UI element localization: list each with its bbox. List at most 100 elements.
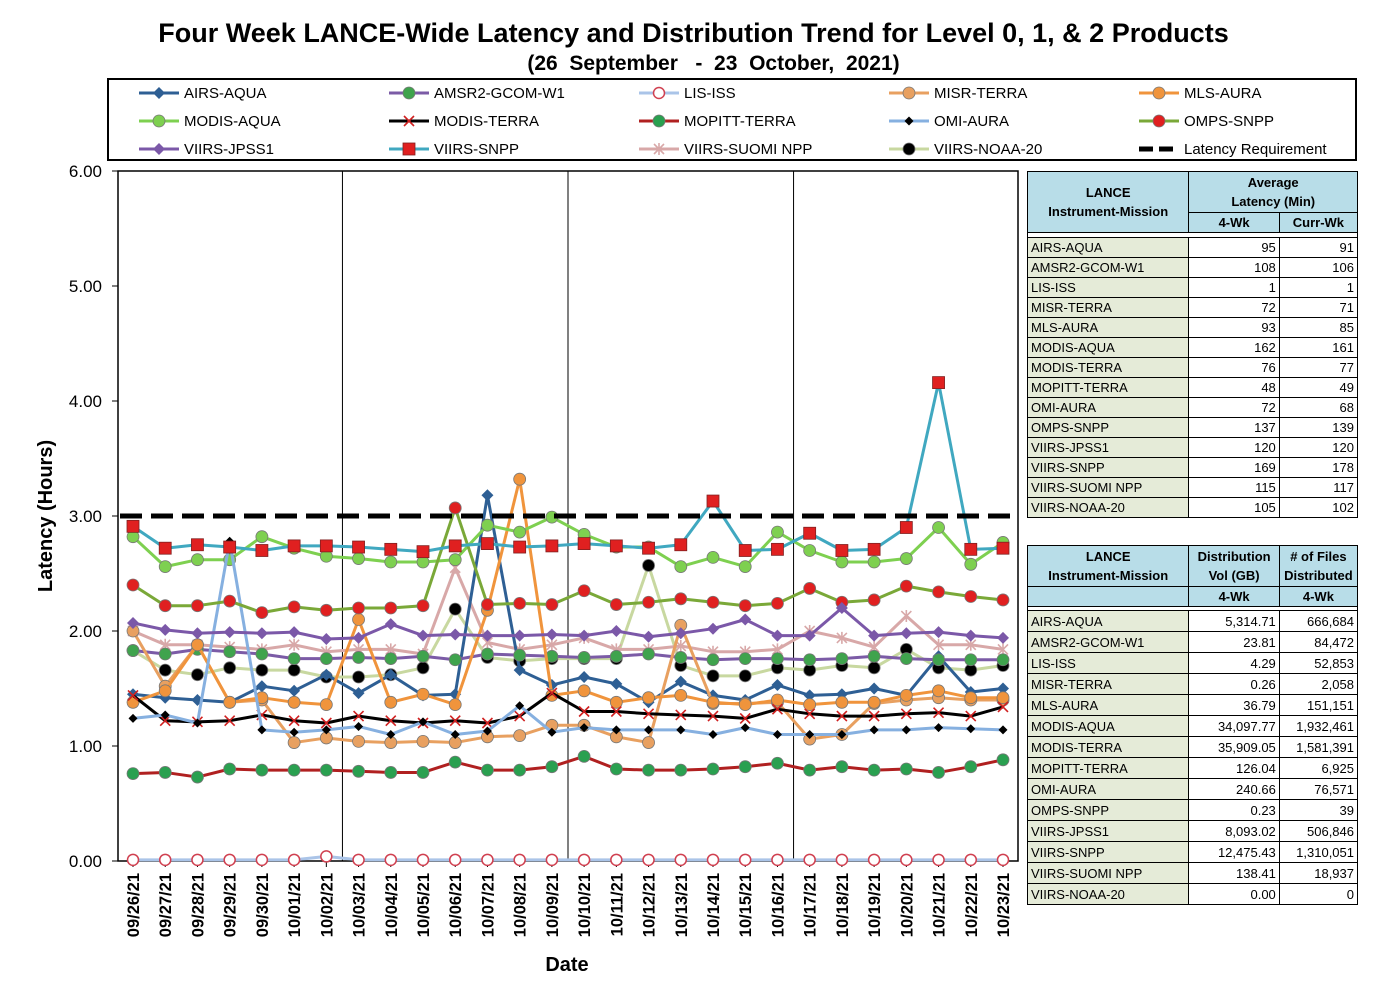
data-point	[513, 629, 526, 642]
data-point	[966, 724, 976, 734]
data-point	[771, 703, 784, 715]
data-point	[158, 560, 172, 573]
chart-legend: AIRS-AQUA AMSR2-GCOM-W1 LIS-ISS MISR-TERRA M…	[107, 78, 1357, 161]
table-row: OMI-AURA 240.66 76,571	[1026, 778, 1359, 800]
x-tick-label: 10/18/21	[834, 873, 852, 937]
legend-swatch	[389, 115, 429, 127]
data-point	[835, 602, 848, 614]
data-point	[287, 652, 301, 665]
data-point	[835, 695, 849, 709]
y-axis-label: Latency (Hours)	[35, 440, 57, 592]
data-point	[642, 630, 655, 643]
data-point	[642, 708, 655, 720]
data-point	[418, 717, 428, 727]
series-line	[132, 477, 1003, 707]
data-point	[126, 578, 140, 592]
distribution-vol-gb: 12,475.43	[1188, 841, 1280, 863]
table-row: VIIRS-SUOMI NPP 115 117	[1026, 477, 1359, 498]
data-point	[352, 613, 365, 626]
latency-curr-wk: 178	[1278, 457, 1359, 478]
distribution-vol-gb: 0.26	[1188, 673, 1280, 695]
legend-item-latency-requirement: Latency Requirement	[1137, 136, 1327, 162]
data-point	[255, 853, 269, 867]
distribution-vol-gb: 138.41	[1188, 862, 1280, 884]
data-point	[513, 853, 526, 867]
data-point	[610, 677, 623, 690]
x-tick-label: 09/28/21	[189, 873, 207, 937]
data-point	[901, 725, 911, 735]
data-point	[158, 599, 172, 613]
data-point	[803, 544, 817, 557]
data-point	[159, 715, 171, 727]
data-point	[545, 853, 559, 867]
data-point	[515, 701, 525, 711]
files-distributed: 84,472	[1278, 631, 1359, 653]
mission-name: MLS-AURA	[1026, 317, 1190, 338]
latency-table: LANCE Instrument-Mission Average Latency (M…	[1026, 171, 1359, 518]
data-point	[158, 541, 172, 555]
data-point	[352, 687, 365, 700]
x-tick-label: 10/15/21	[737, 873, 755, 937]
latency-4wk: 115	[1188, 477, 1280, 498]
data-point	[803, 653, 817, 667]
mission-name: LIS-ISS	[1026, 277, 1190, 298]
data-point	[803, 698, 817, 711]
data-point	[384, 555, 398, 569]
data-point	[319, 603, 333, 617]
legend-swatch	[389, 142, 429, 156]
data-point	[513, 729, 527, 743]
data-point	[320, 668, 333, 681]
data-point	[835, 652, 849, 665]
legend-item-modis-terra: MODIS-TERRA	[387, 108, 539, 134]
legend-item-omi-aura: OMI-AURA	[887, 108, 1009, 134]
legend-marker	[902, 86, 916, 100]
latency-curr-wk: 1	[1278, 277, 1359, 298]
data-point	[320, 633, 333, 646]
data-point	[513, 472, 527, 486]
data-point	[674, 651, 688, 664]
x-tick-label: 09/26/21	[125, 873, 143, 937]
data-point	[739, 712, 751, 724]
data-point	[223, 695, 237, 709]
distribution-vol-gb: 0.23	[1188, 799, 1280, 821]
header-instrument-mission: LANCE Instrument-Mission	[1026, 545, 1190, 587]
data-point	[803, 526, 817, 540]
table-row: MISR-TERRA 72 71	[1026, 297, 1359, 318]
series-line	[132, 606, 1004, 641]
series-line	[131, 623, 1003, 745]
data-point	[675, 709, 687, 721]
table-row: MLS-AURA 93 85	[1026, 317, 1359, 338]
data-point	[932, 766, 945, 779]
data-point	[192, 718, 202, 728]
legend-marker	[403, 115, 415, 127]
table-row: LIS-ISS 4.29 52,853	[1026, 652, 1359, 674]
legend-swatch	[1139, 86, 1179, 100]
data-point	[384, 853, 398, 867]
mission-name: VIIRS-SUOMI NPP	[1026, 862, 1190, 884]
data-point	[577, 537, 591, 550]
data-point	[674, 627, 687, 640]
legend-marker	[652, 114, 666, 128]
mission-name: MODIS-AQUA	[1026, 337, 1190, 358]
data-point	[126, 767, 140, 780]
legend-swatch	[889, 116, 929, 126]
latency-curr-wk: 49	[1278, 377, 1359, 398]
data-point	[352, 601, 365, 615]
x-tick-label: 10/10/21	[576, 873, 594, 937]
y-tick-label: 1.00	[69, 737, 102, 756]
data-point	[385, 715, 397, 727]
data-point	[126, 853, 140, 867]
x-tick-label: 10/21/21	[931, 873, 949, 937]
data-point	[386, 730, 396, 739]
data-point	[674, 853, 688, 867]
data-point	[513, 597, 527, 610]
data-point	[996, 653, 1010, 667]
data-point	[738, 853, 752, 867]
data-point	[996, 753, 1010, 767]
data-point	[964, 653, 978, 667]
latency-curr-wk: 120	[1278, 437, 1359, 458]
data-point	[416, 766, 430, 779]
data-point	[513, 525, 527, 539]
legend-label: LIS-ISS	[684, 84, 736, 102]
legend-swatch	[1139, 114, 1179, 128]
